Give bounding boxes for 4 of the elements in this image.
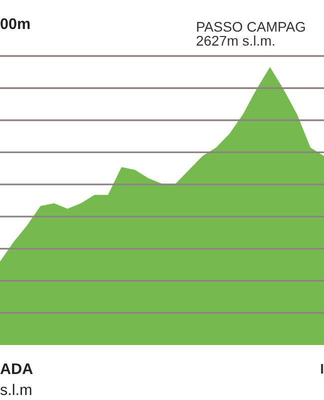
text: PASSO CAMPAG 2627m s.l.m. xyxy=(196,22,305,46)
text: ADA s.l.m xyxy=(0,363,33,396)
text: I xyxy=(321,364,324,374)
chart-title: 00m xyxy=(0,18,30,30)
